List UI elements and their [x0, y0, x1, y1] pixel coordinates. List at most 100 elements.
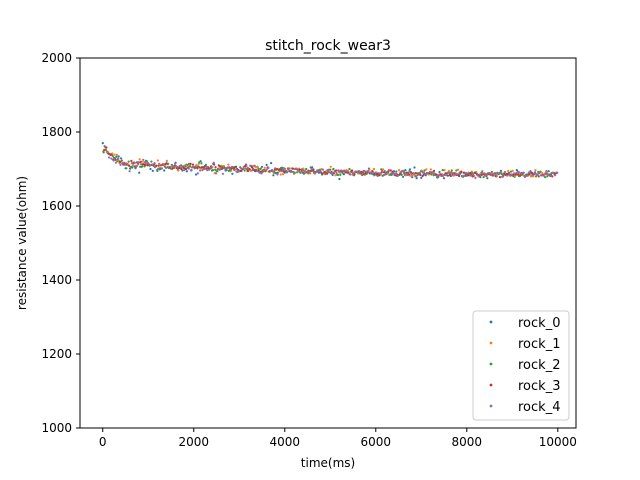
data-point — [415, 177, 418, 180]
data-point — [224, 167, 227, 170]
data-point — [280, 166, 283, 169]
data-point — [326, 169, 329, 172]
data-point — [139, 163, 143, 166]
y-tick-label: 1200 — [41, 347, 72, 361]
data-point — [265, 169, 268, 172]
data-point — [196, 167, 199, 170]
data-point — [441, 169, 444, 172]
data-point — [423, 169, 426, 172]
data-point — [408, 169, 411, 172]
data-point — [331, 172, 334, 175]
data-point — [258, 171, 261, 174]
data-point — [517, 173, 520, 176]
y-tick-label: 1400 — [41, 273, 72, 287]
data-point — [390, 172, 393, 175]
data-point — [214, 166, 217, 169]
data-point — [432, 169, 436, 172]
data-point — [141, 165, 144, 168]
data-point — [184, 167, 188, 171]
data-point — [401, 169, 404, 172]
data-point — [534, 175, 538, 178]
data-point — [259, 167, 262, 170]
data-point — [184, 165, 187, 168]
data-point — [323, 171, 326, 174]
data-point — [163, 169, 166, 172]
data-point — [269, 169, 272, 172]
data-point — [221, 172, 224, 175]
y-axis: 1000 1200 1400 1600 1800 2000 — [41, 51, 80, 435]
data-point — [547, 170, 550, 173]
legend-marker-rock_1 — [489, 341, 493, 345]
data-point — [296, 171, 299, 174]
data-point — [537, 175, 540, 178]
data-point — [400, 173, 403, 176]
data-point — [372, 167, 376, 171]
data-point — [262, 169, 265, 172]
data-point — [460, 170, 463, 173]
plot-frame — [79, 57, 577, 429]
data-point — [249, 164, 252, 167]
data-point — [292, 170, 295, 174]
data-point — [164, 166, 168, 169]
data-point — [302, 172, 305, 175]
data-point — [174, 162, 177, 165]
data-point — [272, 174, 275, 177]
data-point — [191, 163, 194, 166]
data-point — [112, 159, 115, 162]
legend-label-rock_4: rock_4 — [518, 400, 560, 415]
data-point — [351, 169, 354, 172]
data-point — [121, 162, 124, 165]
data-point — [226, 166, 229, 169]
data-point — [128, 170, 131, 173]
data-point — [312, 171, 315, 174]
data-point — [227, 169, 230, 172]
y-tick-label: 1000 — [41, 421, 72, 435]
data-point — [374, 171, 377, 174]
data-point — [198, 166, 201, 169]
data-point — [244, 167, 247, 170]
x-tick-label: 0 — [99, 435, 107, 449]
data-point — [440, 174, 443, 178]
data-point — [280, 170, 284, 173]
data-point — [503, 170, 507, 174]
data-point — [404, 169, 407, 172]
data-point — [554, 174, 557, 177]
data-point — [395, 170, 398, 173]
data-point — [467, 171, 470, 174]
data-point — [339, 173, 342, 176]
data-point — [472, 173, 475, 176]
data-point — [503, 173, 506, 176]
data-point — [337, 170, 340, 173]
data-point — [415, 175, 418, 178]
data-point — [526, 174, 529, 177]
data-point — [138, 171, 141, 174]
data-point — [103, 145, 106, 148]
x-tick-label: 2000 — [178, 435, 209, 449]
data-point — [528, 171, 532, 174]
data-point — [547, 173, 550, 176]
data-point — [371, 171, 375, 174]
data-point — [204, 163, 208, 166]
data-point — [349, 173, 352, 176]
data-point — [102, 151, 105, 154]
data-point — [305, 167, 308, 171]
legend-label-rock_1: rock_1 — [518, 337, 560, 352]
data-point — [115, 155, 118, 158]
data-point — [114, 161, 117, 164]
data-point — [510, 173, 513, 176]
y-tick-label: 1600 — [41, 199, 72, 213]
data-point — [448, 173, 452, 176]
data-point — [540, 174, 543, 177]
data-point — [276, 173, 279, 176]
data-point — [216, 170, 219, 173]
data-point — [275, 167, 279, 171]
data-point — [270, 162, 273, 165]
data-point — [260, 170, 263, 173]
data-point — [473, 171, 477, 174]
data-point — [397, 174, 400, 177]
data-point — [201, 169, 204, 172]
legend-marker-rock_0 — [489, 320, 493, 324]
data-point — [211, 169, 214, 172]
x-tick-label: 6000 — [361, 435, 392, 449]
data-point — [433, 172, 436, 175]
